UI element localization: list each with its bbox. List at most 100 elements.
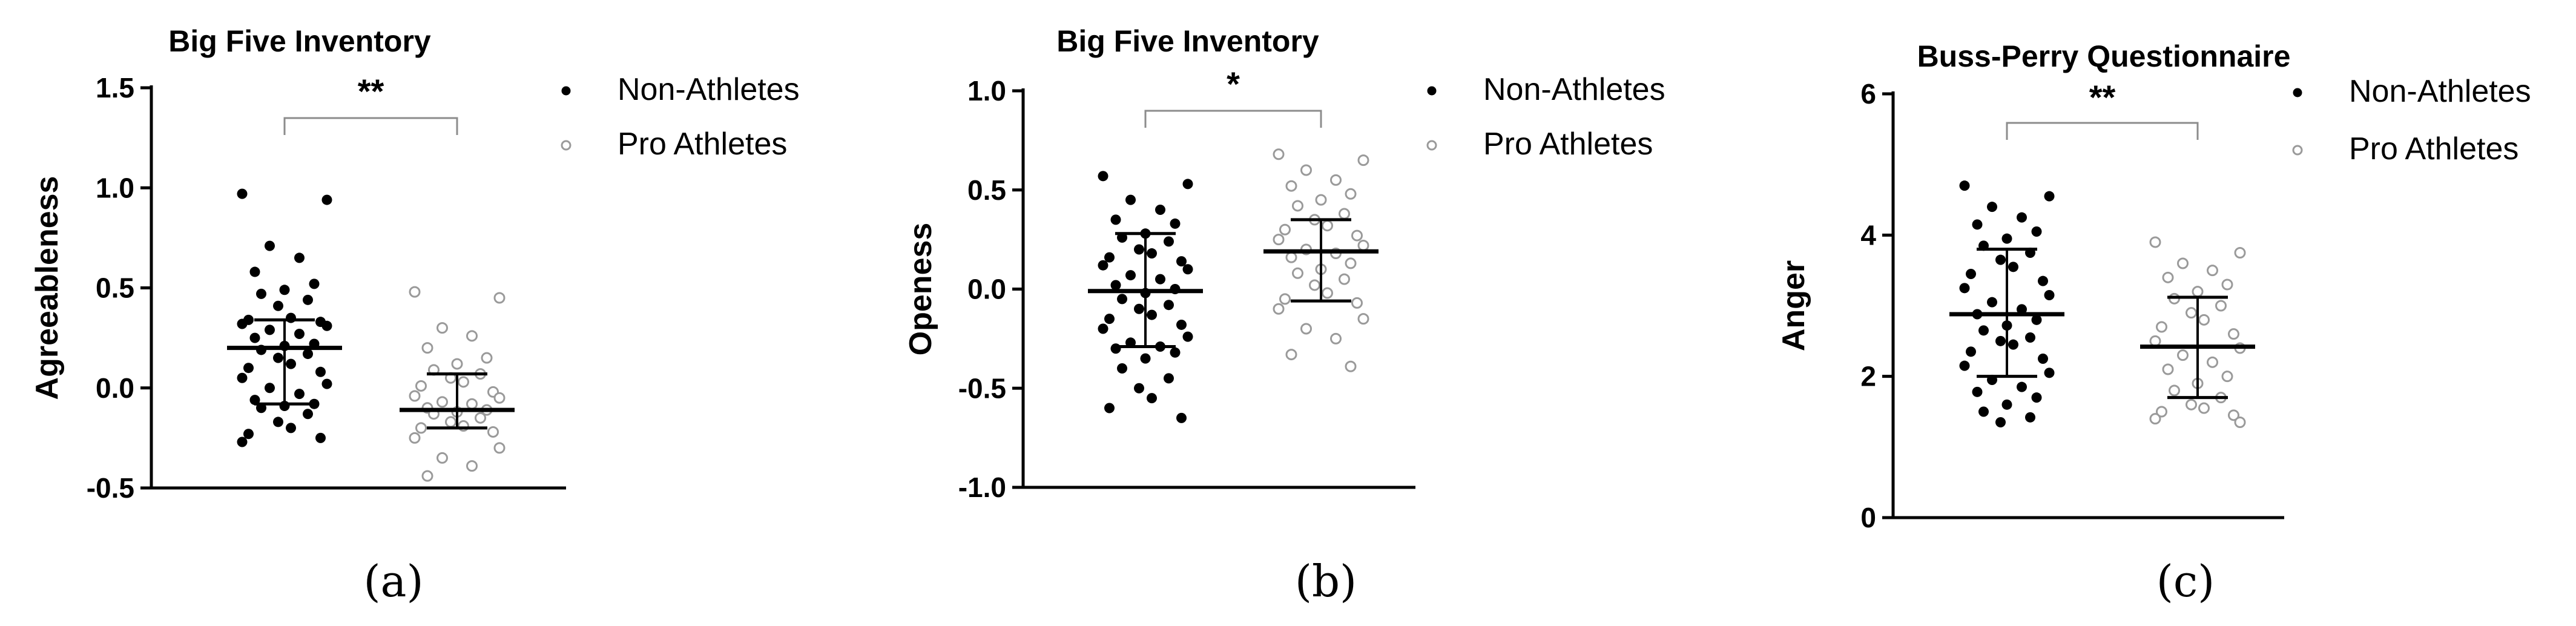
y-tick-label: -1.0 [958,472,1006,503]
significance-marker: ** [2089,78,2116,116]
non-athlete-point [2031,226,2042,237]
pro-athlete-point [421,470,433,482]
pro-athlete-point [2228,328,2239,340]
non-athlete-point [279,285,290,295]
non-athlete-point [2025,332,2035,343]
non-athlete-point [1972,386,1983,397]
pro-athlete-point [415,380,427,392]
pro-athlete-point [493,442,506,454]
non-athlete-point [2001,233,2012,244]
non-athlete-point [1182,264,1193,275]
legend-non-athletes-marker [2293,88,2302,97]
y-tick-label: 1.0 [967,75,1006,107]
pro-athlete-point [493,392,506,404]
non-athlete-point [321,320,332,331]
y-tick-label: 0.0 [96,372,134,404]
pro-athlete-point [2221,371,2233,383]
pro-athlete-point [1279,293,1291,305]
non-athlete-point [1147,248,1157,259]
legend-pro-athletes-marker [561,140,572,151]
pro-athlete-point [1357,239,1369,251]
non-athlete-point [2008,339,2018,350]
non-athlete-point [1959,283,1970,294]
non-athlete-point [1995,254,2006,265]
pro-athlete-point [2156,406,2167,418]
non-athlete-point [1164,373,1174,384]
non-athlete-point [2008,262,2018,272]
pro-athlete-point [1309,279,1320,291]
pro-athlete-point [436,396,448,408]
non-athlete-point [1155,274,1165,285]
non-athlete-point [1104,314,1115,325]
pro-athlete-point [1285,180,1297,192]
significance-bracket [1144,110,1322,128]
non-athlete-point [249,332,260,343]
y-tick-label: -0.5 [87,472,134,504]
significance-marker: ** [358,72,384,110]
pro-athlete-point [451,358,463,370]
pro-athlete-point [409,432,421,444]
non-athlete-point [1110,343,1121,354]
non-athlete-point [1104,252,1115,263]
pro-athlete-point [2228,409,2239,421]
non-athlete-point [2038,354,2048,364]
y-tick-label: 1.5 [96,72,134,104]
pro-athlete-point [466,330,478,342]
non-athlete-point [2017,212,2027,223]
non-athlete-point [1987,297,1997,308]
pro-athlete-point [2207,356,2218,368]
non-athlete-point [237,437,248,447]
non-athlete-point [1117,363,1127,374]
y-tick-label: -0.5 [958,372,1006,404]
chart-panel-3: Buss-Perry Questionnaire Anger 0 2 4 6 ** Non-A… [1776,39,2531,607]
pro-athlete-point [2192,286,2204,298]
legend-non-athletes-marker [561,86,571,96]
non-athlete-point [303,409,313,420]
pro-athlete-point [458,376,469,388]
non-athlete-point [1182,179,1193,189]
pro-athlete-point [1300,164,1312,176]
non-athlete-point [1134,383,1144,394]
y-tick-label: 6 [1860,78,1876,110]
non-athlete-point [1170,347,1181,358]
non-athlete-point [1966,269,1976,279]
non-athlete-point [321,194,332,205]
non-athlete-point [1182,331,1193,342]
significance-bracket [2006,122,2199,140]
pro-athlete-point [436,322,448,334]
non-athlete-point [2038,275,2048,286]
panel-label: (c) [2156,556,2215,607]
non-athlete-point [2044,191,2055,202]
y-tick-label: 0.5 [967,174,1006,206]
non-athlete-point [1125,194,1136,205]
pro-athlete-point [2186,398,2197,410]
legend-pro-athletes-label: Pro Athletes [1483,127,1653,162]
pro-athlete-point [1322,220,1333,232]
non-athlete-point [1170,218,1181,229]
non-athlete-point [249,266,260,277]
non-athlete-point [2031,392,2042,403]
non-athlete-point [1164,300,1174,311]
non-athlete-point [1125,270,1136,281]
non-athlete-point [286,423,296,433]
pro-athlete-point [2149,413,2161,425]
pro-athlete-point [466,460,478,472]
pro-athlete-point [1345,257,1357,269]
non-athlete-point [265,383,275,394]
pro-athlete-point [2162,363,2174,375]
legend-non-athletes-label: Non-Athletes [2349,74,2531,109]
pro-athlete-point [1273,148,1285,160]
pro-athlete-point [1273,234,1285,246]
pro-athlete-point [2186,307,2197,319]
non-athlete-point [1978,325,1989,336]
non-athlete-point [2044,290,2055,300]
pro-athlete-point [1292,200,1303,212]
non-athlete-point [1140,353,1151,364]
non-athlete-point [256,288,266,299]
pro-athlete-point [2156,321,2167,333]
non-athlete-point [273,417,283,427]
panel-label: (a) [363,556,423,607]
pro-athlete-point [1357,313,1369,325]
pro-athlete-point [1345,360,1357,372]
